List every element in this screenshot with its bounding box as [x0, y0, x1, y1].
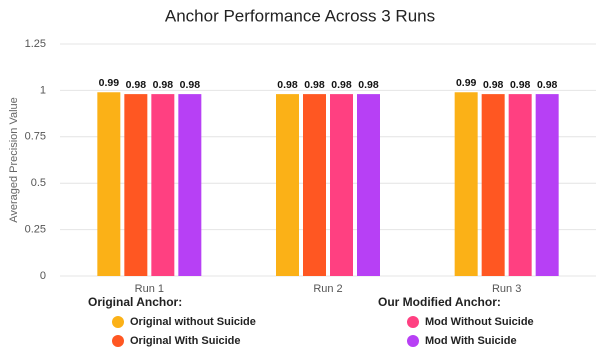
bar [151, 94, 175, 276]
y-tick-label: 0 [40, 270, 46, 282]
y-tick-label: 0.25 [25, 224, 46, 236]
y-tick-label: 1.25 [25, 38, 46, 50]
data-label: 0.99 [99, 77, 120, 89]
legend-swatch [112, 335, 124, 347]
bar [454, 92, 478, 276]
chart-title: Anchor Performance Across 3 Runs [165, 6, 435, 25]
x-tick-label: Run 3 [492, 283, 521, 295]
data-label: 0.98 [358, 79, 379, 91]
legend-label: Original With Suicide [130, 335, 241, 347]
bar [508, 94, 532, 276]
data-label: 0.98 [304, 79, 325, 91]
bar [330, 94, 353, 276]
data-label: 0.98 [126, 79, 147, 91]
bar [303, 94, 326, 276]
bar [535, 94, 559, 276]
data-label: 0.98 [331, 79, 352, 91]
bar [276, 94, 299, 276]
data-label: 0.98 [277, 79, 298, 91]
y-tick-label: 0.5 [31, 177, 46, 189]
bar [178, 94, 202, 276]
legend-swatch [407, 316, 419, 328]
y-tick-label: 0.75 [25, 131, 46, 143]
data-label: 0.98 [483, 79, 504, 91]
data-label: 0.98 [510, 79, 531, 91]
y-axis-title: Averaged Precision Value [8, 97, 20, 223]
legend-label: Mod Without Suicide [425, 316, 534, 328]
legend-group-title: Our Modified Anchor: [378, 295, 501, 309]
bar [481, 94, 505, 276]
x-tick-label: Run 2 [313, 283, 342, 295]
data-label: 0.98 [180, 79, 201, 91]
x-tick-label: Run 1 [135, 283, 164, 295]
bar [97, 92, 121, 276]
legend-swatch [112, 316, 124, 328]
data-label: 0.98 [153, 79, 174, 91]
data-label: 0.98 [537, 79, 558, 91]
legend-label: Mod With Suicide [425, 335, 517, 347]
y-tick-label: 1 [40, 84, 46, 96]
bar [124, 94, 148, 276]
data-label: 0.99 [456, 77, 477, 89]
bar [357, 94, 380, 276]
legend-swatch [407, 335, 419, 347]
legend-label: Original without Suicide [130, 316, 256, 328]
legend-group-title: Original Anchor: [88, 295, 182, 309]
